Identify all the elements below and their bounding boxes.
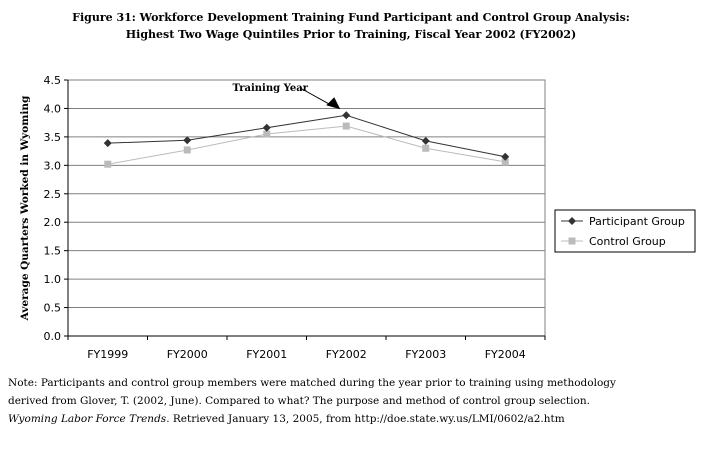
x-tick-label: FY2004: [485, 348, 526, 361]
x-tick-label: FY2000: [167, 348, 208, 361]
x-tick-label: FY2003: [405, 348, 446, 361]
y-tick-label: 2.5: [44, 188, 62, 201]
data-point-control: [342, 122, 350, 130]
y-tick-label: 3.5: [44, 131, 62, 144]
y-tick-label: 2.0: [44, 216, 62, 229]
y-tick-label: 4.5: [44, 74, 62, 87]
data-point-control: [104, 160, 112, 168]
annotation-label: Training Year: [233, 83, 309, 94]
y-axis-label: Average Quarters Worked in Wyoming: [19, 95, 31, 321]
data-point-control: [263, 130, 271, 138]
data-point-control: [183, 146, 191, 154]
note-line-3: Wyoming Labor Force Trends. Retrieved Ja…: [8, 410, 616, 428]
legend-marker-participant: [568, 217, 576, 225]
legend-box: [554, 209, 696, 253]
annotation-arrowhead: [326, 97, 341, 110]
note-line-1: Note: Participants and control group mem…: [8, 377, 616, 389]
data-point-participant: [262, 123, 271, 132]
data-point-control: [422, 144, 430, 152]
y-tick-label: 0.5: [44, 302, 62, 315]
chart-title-block: Figure 31: Workforce Development Trainin…: [0, 9, 702, 43]
data-point-participant: [103, 139, 112, 148]
x-tick-label: FY2001: [246, 348, 287, 361]
series-line: [107, 125, 506, 165]
plot-area: [67, 79, 546, 337]
y-tick-label: 4.0: [44, 102, 62, 115]
note-line-2: derived from Glover, T. (2002, June). Co…: [8, 395, 590, 407]
legend-marker-control: [568, 237, 576, 245]
y-tick-label: 1.5: [44, 245, 62, 258]
x-tick-label: FY1999: [87, 348, 128, 361]
note-retrieved: . Retrieved January 13, 2005, from http:…: [166, 413, 565, 425]
y-tick-label: 1.0: [44, 273, 62, 286]
data-point-control: [501, 158, 509, 166]
annotation-arrow-line: [300, 87, 334, 107]
data-point-participant: [183, 136, 192, 145]
legend-label: Participant Group: [589, 215, 685, 228]
source-note: Note: Participants and control group mem…: [8, 374, 616, 428]
data-point-participant: [421, 136, 430, 145]
x-tick-label: FY2002: [326, 348, 367, 361]
line-chart: 0.0 0.5 1.0 1.5 2.0 2.5 3.0 3.5 4.0 4.5 FY1999 FY20…: [19, 74, 696, 361]
series-line: [107, 114, 506, 158]
note-publication: Wyoming Labor Force Trends: [8, 413, 167, 425]
chart-subtitle: Highest Two Wage Quintiles Prior to Trai…: [125, 28, 577, 41]
legend-label: Control Group: [589, 235, 666, 248]
data-point-participant: [342, 111, 351, 120]
y-tick-label: 0.0: [44, 330, 62, 343]
y-tick-label: 3.0: [44, 159, 62, 172]
data-point-participant: [501, 152, 510, 161]
chart-title: Figure 31: Workforce Development Trainin…: [72, 11, 630, 24]
